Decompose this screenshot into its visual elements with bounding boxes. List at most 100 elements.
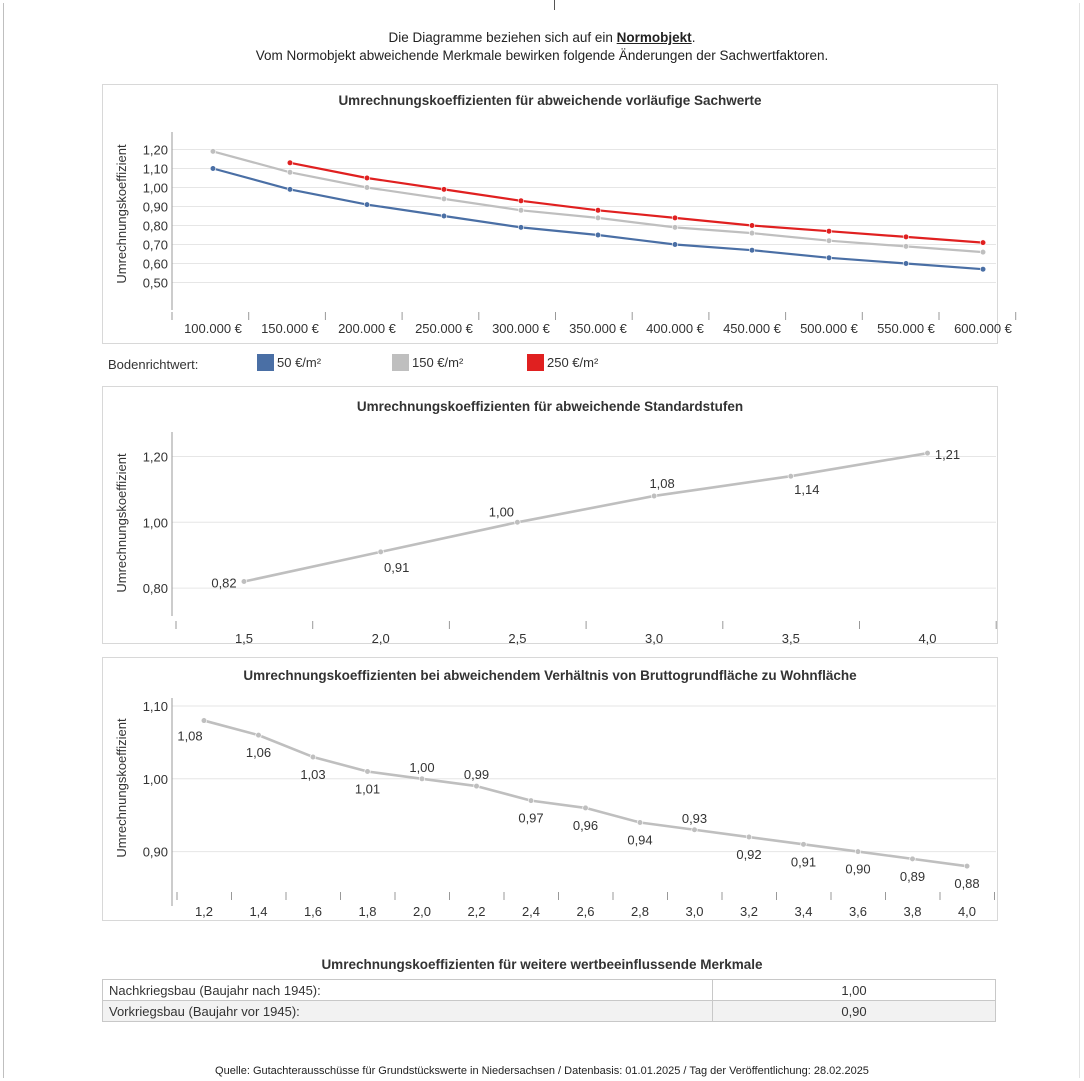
chart3-data-point [255,732,262,739]
intro-bold-term: Normobjekt [616,30,692,45]
chart-bgf-wohnflaeche-frame: Umrechnungskoeffizienten bei abweichende… [102,657,998,921]
chart2-data-label: 1,14 [794,482,819,497]
intro-period: . [691,30,696,45]
chart1-series-line [289,161,984,244]
chart-bgf-wohnflaeche-title: Umrechnungskoeffizienten bei abweichende… [243,668,857,683]
table-row: Nachkriegsbau (Baujahr nach 1945): 1,00 [102,979,996,1001]
chart2-x-tick-label: 1,5 [235,631,253,646]
chart1-data-point [748,222,756,229]
chart1-x-tick-label: 550.000 € [877,321,936,336]
chart2-x-tick-label: 3,5 [782,631,800,646]
chart3-data-point [963,863,971,870]
chart1-data-point [363,174,371,182]
chart1-data-point [825,237,833,244]
chart2-x-tick-label: 4,0 [918,631,936,646]
chart1-data-point [594,207,602,214]
chart1-data-point [594,231,602,239]
table-cell-label: Vorkriegsbau (Baujahr vor 1945): [102,1000,713,1022]
chart2-data-label: 0,91 [384,560,409,575]
chart1-data-point [286,169,294,176]
chart1-data-point [440,212,448,220]
chart3-x-tick-label: 3,8 [903,904,921,919]
legend-swatch-250 [527,354,544,372]
chart3-y-tick-label: 1,10 [143,699,168,714]
chart3-x-tick-label: 1,8 [358,904,376,919]
chart1-x-tick-label: 200.000 € [338,321,397,336]
legend-item-250: 250 €/m² [527,354,599,372]
chart-standardstufen-title: Umrechnungskoeffizienten für abweichende… [356,399,744,414]
chart3-data-point [636,819,644,826]
legend-item-50: 50 €/m² [257,354,322,372]
legend-label: Bodenrichtwert: [108,357,199,372]
chart2-data-label: 0,82 [211,576,236,591]
chart-sachwerte-title: Umrechnungskoeffizienten für abweichende… [338,93,762,108]
chart2-data-point [514,519,521,526]
chart1-data-point [748,247,756,254]
chart2-data-point [650,492,658,500]
chart3-y-tick-label: 1,00 [143,772,168,787]
chart1-data-point [979,239,987,246]
chart3-x-tick-label: 2,4 [522,904,540,919]
chart3-data-label: 1,03 [300,767,325,782]
chart2-data-label: 1,00 [489,504,514,519]
chart1-x-tick-label: 500.000 € [800,321,859,336]
chart3-data-point [909,855,916,862]
chart3-data-label: 1,06 [246,745,271,760]
chart1-data-point [902,243,910,250]
chart1-x-tick-label: 300.000 € [492,321,551,336]
chart2-data-point [924,450,931,457]
page-edge-left [3,3,4,1078]
legend-text-250: 250 €/m² [547,355,599,371]
table-cell-value: 0,90 [712,1000,996,1022]
chart3-x-tick-label: 2,0 [413,904,431,919]
chart2-x-tick-label: 3,0 [645,631,663,646]
chart1-x-tick-label: 350.000 € [569,321,628,336]
chart3-data-point [418,775,426,782]
source-footer: Quelle: Gutachterausschüsse für Grundstü… [215,1065,869,1077]
chart1-data-point [517,224,525,231]
chart1-data-point [671,241,679,248]
chart3-data-point [745,833,753,841]
chart1-x-tick-label: 250.000 € [415,321,474,336]
chart1-data-point [363,184,371,191]
chart2-x-tick-label: 2,5 [508,631,526,646]
page-edge-right [1079,3,1080,1078]
chart3-y-axis-title: Umrechnungskoeffizient [114,718,129,858]
chart1-data-point [902,260,910,267]
chart2-y-tick-label: 1,00 [143,515,168,530]
chart1-data-point [671,214,679,221]
chart3-data-label: 0,99 [464,767,489,782]
legend-text-50: 50 €/m² [277,355,322,371]
chart3-x-tick-label: 1,2 [195,904,213,919]
chart1-x-tick-label: 600.000 € [954,321,1013,336]
legend-text-150: 150 €/m² [412,355,464,371]
chart3-data-point [200,717,208,724]
chart2-y-tick-label: 0,80 [143,581,168,596]
chart1-data-point [517,197,525,204]
legend-item-150: 150 €/m² [392,354,464,372]
chart3-data-label: 0,96 [573,818,598,833]
chart3-y-tick-label: 0,90 [143,845,168,860]
chart3-x-tick-label: 3,4 [794,904,812,919]
chart1-x-tick-label: 400.000 € [646,321,705,336]
table-cell-label: Nachkriegsbau (Baujahr nach 1945): [102,979,713,1001]
chart3-data-label: 0,94 [627,832,652,847]
chart1-data-point [209,148,217,155]
chart3-data-point [527,797,535,804]
chart3-x-tick-label: 2,2 [467,904,485,919]
chart2-data-label: 1,08 [649,476,674,491]
chart3-data-label: 0,93 [682,811,707,826]
chart3-data-point [364,768,371,775]
chart3-data-label: 0,91 [791,854,816,869]
chart1-data-point [979,266,987,273]
chart2-y-axis-title: Umrechnungskoeffizient [114,453,129,593]
chart3-data-label: 0,92 [736,847,761,862]
chart2-data-point [240,578,248,585]
chart3-x-tick-label: 3,6 [849,904,867,919]
chart1-y-tick-label: 0,80 [143,219,168,234]
chart2-data-point [787,473,794,480]
chart3-data-label: 1,00 [409,760,434,775]
intro-line-2: Vom Normobjekt abweichende Merkmale bewi… [255,48,829,63]
chart3-series-line [203,719,968,868]
